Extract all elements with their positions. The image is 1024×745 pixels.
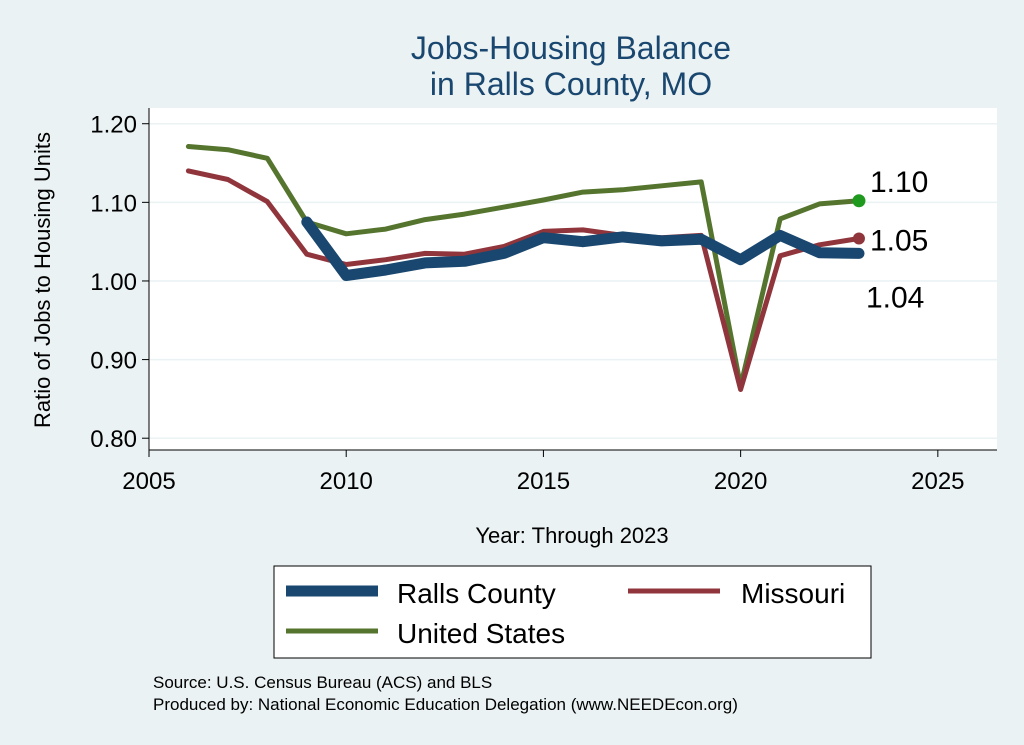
y-axis-label: Ratio of Jobs to Housing Units <box>30 132 55 428</box>
x-tick-label: 2005 <box>122 468 175 495</box>
chart-title-line1: Jobs-Housing Balance <box>411 30 731 66</box>
plot-area <box>149 108 997 450</box>
chart-title-line2: in Ralls County, MO <box>430 66 712 102</box>
legend-box <box>273 565 872 659</box>
end-value-labels: 1.10 1.05 1.04 <box>852 166 928 314</box>
end-marker-mo <box>852 232 865 245</box>
end-label-mo: 1.05 <box>870 225 928 258</box>
x-tick-label: 2020 <box>714 468 767 495</box>
source-line: Source: U.S. Census Bureau (ACS) and BLS <box>153 673 492 692</box>
series-line-rc <box>301 216 865 281</box>
end-label-rc: 1.04 <box>866 281 924 314</box>
legend-label: United States <box>397 618 565 649</box>
series-lines <box>185 144 865 392</box>
x-axis-label: Year: Through 2023 <box>475 523 668 548</box>
y-axis-ticks: 0.80 0.90 1.00 1.10 1.20 <box>90 112 149 453</box>
legend: Ralls County Missouri United States <box>286 578 845 649</box>
y-tick-label: 1.00 <box>90 269 137 296</box>
x-tick-label: 2015 <box>517 468 570 495</box>
end-label-us: 1.10 <box>870 166 928 199</box>
x-axis-ticks: 2005 2010 2015 2020 2025 <box>122 450 965 495</box>
legend-label: Ralls County <box>397 578 556 609</box>
y-tick-label: 0.90 <box>90 348 137 375</box>
legend-label: Missouri <box>741 578 845 609</box>
producer-line: Produced by: National Economic Education… <box>153 695 738 714</box>
end-marker-us <box>852 194 866 208</box>
y-tick-label: 1.20 <box>90 112 137 139</box>
y-tick-label: 1.10 <box>90 190 137 217</box>
series-line-mo <box>185 168 862 392</box>
x-tick-label: 2010 <box>320 468 373 495</box>
y-tick-label: 0.80 <box>90 426 137 453</box>
x-tick-label: 2025 <box>911 468 964 495</box>
